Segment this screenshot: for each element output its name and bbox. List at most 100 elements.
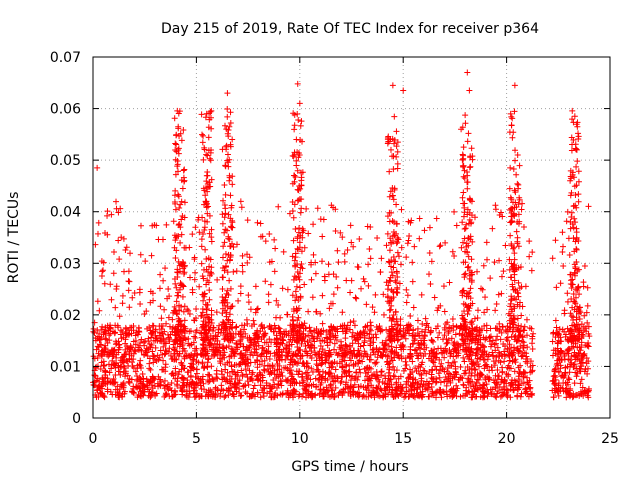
data-point [343,367,350,374]
data-point [130,385,137,392]
data-point [474,376,481,383]
data-point [283,345,290,352]
data-point [444,393,451,400]
data-point [433,394,440,401]
data-point [239,371,246,378]
data-point [121,351,128,358]
data-point [409,358,416,365]
data-point [375,383,382,390]
data-point [383,384,390,391]
data-point [496,326,503,333]
data-point [428,383,435,390]
data-point [254,327,261,334]
data-point [584,370,591,377]
data-point [208,353,215,360]
data-point [170,341,177,348]
data-point [409,259,416,266]
data-point [172,365,179,372]
data-point [458,244,465,251]
data-point [278,378,285,385]
data-point [468,346,475,353]
data-point [183,352,190,359]
data-point [367,319,374,326]
data-point [156,354,163,361]
data-point [449,316,456,323]
data-point [549,255,556,262]
data-point [243,371,250,378]
data-point [192,269,199,276]
data-point [298,340,305,347]
data-point [265,299,272,306]
data-point [524,379,531,386]
data-point [428,337,435,344]
data-point [108,361,115,368]
data-point [526,384,533,391]
data-point [404,240,411,247]
data-point [205,389,212,396]
data-point [444,319,451,326]
data-point [350,388,357,395]
data-point [319,292,326,299]
data-point [573,373,580,380]
data-point [562,364,569,371]
data-point [510,387,517,394]
data-point [276,371,283,378]
data-point [265,343,272,350]
data-point [317,337,324,344]
data-point [413,368,420,375]
data-point [555,330,562,337]
data-point [142,258,149,265]
data-point [467,382,474,389]
data-point [221,394,228,401]
data-point [261,385,268,392]
data-point [300,390,307,397]
data-point [520,344,527,351]
data-point [199,230,206,237]
data-point [446,279,453,286]
data-point [466,216,473,223]
data-point [131,289,138,296]
data-point [251,382,258,389]
data-point [271,268,278,275]
data-point [364,223,371,230]
data-point [273,297,280,304]
data-point [407,352,414,359]
data-point [561,310,568,317]
data-point [318,375,325,382]
data-point [237,283,244,290]
data-point [563,218,570,225]
data-point [184,306,191,313]
data-point [443,388,450,395]
data-point [447,353,454,360]
data-point [246,254,253,261]
data-point [315,350,322,357]
data-point [367,327,374,334]
data-point [422,350,429,357]
data-point [468,372,475,379]
data-point [324,376,331,383]
data-point [351,381,358,388]
data-point [300,359,307,366]
data-point [418,291,425,298]
data-point [178,387,185,394]
data-points [90,69,593,401]
data-point [126,348,133,355]
data-point [477,344,484,351]
data-point [407,312,414,319]
data-point [185,369,192,376]
data-point [167,352,174,359]
data-point [366,377,373,384]
data-point [119,328,126,335]
data-point [369,347,376,354]
data-point [484,256,491,263]
data-point [249,369,256,376]
data-point [318,379,325,386]
data-point [450,322,457,329]
data-point [273,384,280,391]
data-point [236,380,243,387]
data-point [397,373,404,380]
data-point [385,369,392,376]
data-point [576,368,583,375]
data-point [290,387,297,394]
data-point [411,347,418,354]
